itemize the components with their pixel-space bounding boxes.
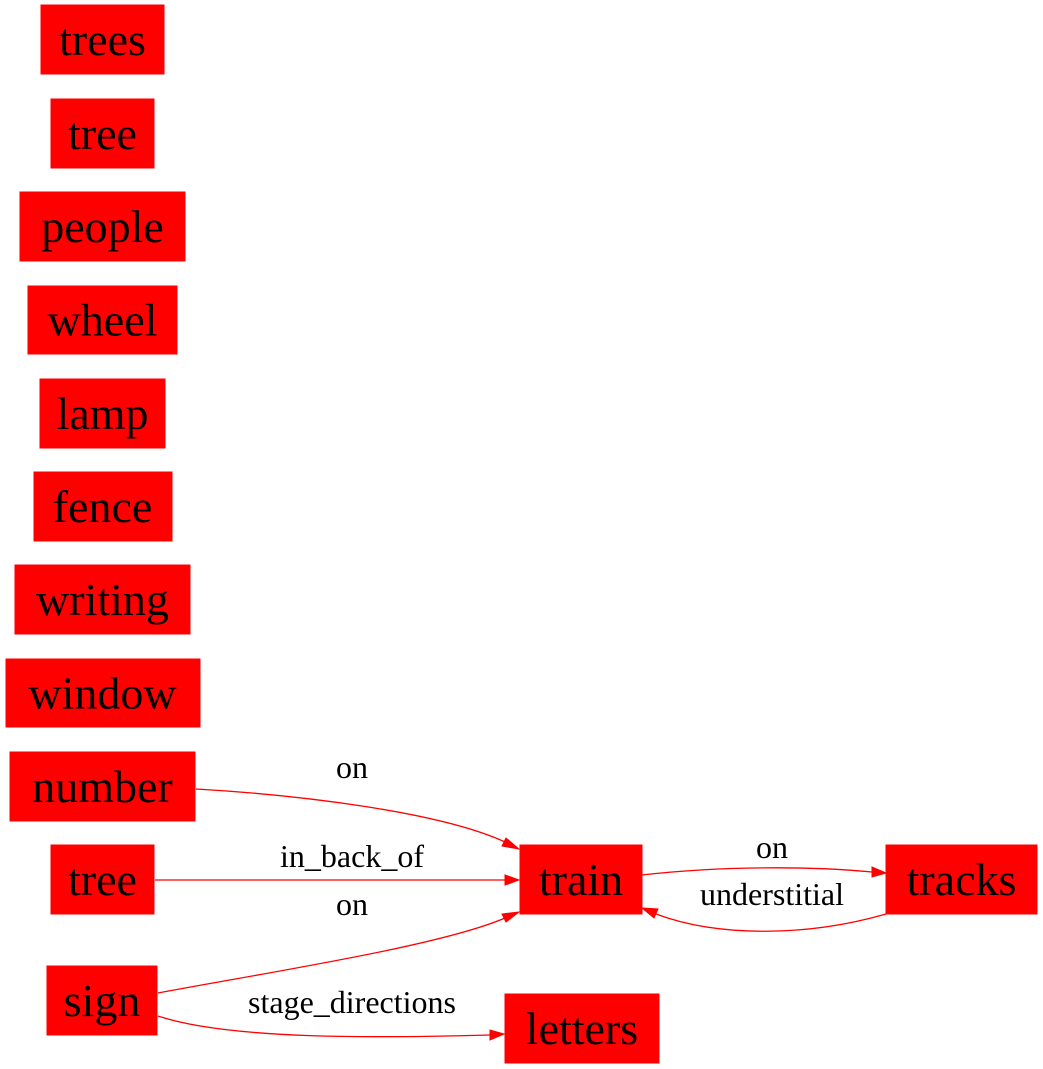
node-box (40, 4, 165, 75)
edge-label: on (336, 749, 368, 785)
arrow-head (501, 911, 521, 923)
edge-label: on (756, 829, 788, 865)
node-fence: fence (33, 471, 173, 542)
node-label: lamp (57, 388, 149, 439)
node-people: people (19, 191, 186, 262)
edge-label: stage_directions (248, 984, 456, 1020)
node-label: sign (64, 975, 141, 1026)
node-sign: sign (46, 965, 158, 1036)
node-number: number (9, 751, 196, 822)
arrow-head (640, 907, 659, 919)
node-window: window (5, 658, 201, 728)
edge-number-train: on (195, 749, 521, 850)
node-writing: writing (14, 564, 191, 635)
edge-tree-train: in_back_of (155, 838, 521, 886)
edge-sign-letters: stage_directions (157, 984, 506, 1041)
node-train: train (519, 844, 643, 915)
edge-tracks-train: understitial (640, 876, 887, 932)
node-trees: trees (40, 4, 165, 75)
node-box (14, 564, 191, 635)
node-label: wheel (48, 295, 158, 346)
edge-train-tracks: on (641, 829, 888, 878)
node-wheel: wheel (27, 285, 178, 355)
node-label: letters (526, 1003, 638, 1054)
arrow-head (504, 874, 521, 886)
node-box (5, 658, 201, 728)
edge-label: on (336, 886, 368, 922)
node-label: tracks (907, 854, 1017, 905)
edge-line (157, 917, 506, 994)
node-letters: letters (504, 993, 660, 1064)
arrow-head (489, 1029, 506, 1041)
node-label: train (539, 854, 623, 905)
node-label: tree (68, 854, 137, 905)
arrow-head (501, 837, 521, 850)
node-lamp: lamp (39, 378, 166, 449)
node-box (46, 965, 158, 1036)
node-box (27, 285, 178, 355)
node-box (33, 471, 173, 542)
node-box (519, 844, 643, 915)
edge-line (655, 913, 887, 932)
node-box (885, 844, 1038, 915)
edge-label: in_back_of (280, 838, 424, 874)
node-label: trees (59, 14, 146, 65)
node-label: tree (68, 108, 137, 159)
node-box (19, 191, 186, 262)
node-box (39, 378, 166, 449)
node-label: fence (53, 481, 153, 532)
edge-line (641, 867, 873, 876)
edge-line (195, 788, 506, 843)
node-label: window (28, 668, 177, 719)
edge-sign-train: on (157, 886, 521, 994)
node-tree: tree (50, 98, 155, 169)
edge-line (157, 1015, 491, 1038)
node-box (50, 844, 155, 915)
edge-label: understitial (700, 876, 844, 912)
node-label: people (41, 201, 164, 252)
node-box (50, 98, 155, 169)
node-label: writing (36, 574, 169, 625)
node-label: number (32, 761, 173, 812)
node-box (9, 751, 196, 822)
node-tracks: tracks (885, 844, 1038, 915)
node-tree-2: tree (50, 844, 155, 915)
arrow-head (871, 866, 888, 878)
node-box (504, 993, 660, 1064)
